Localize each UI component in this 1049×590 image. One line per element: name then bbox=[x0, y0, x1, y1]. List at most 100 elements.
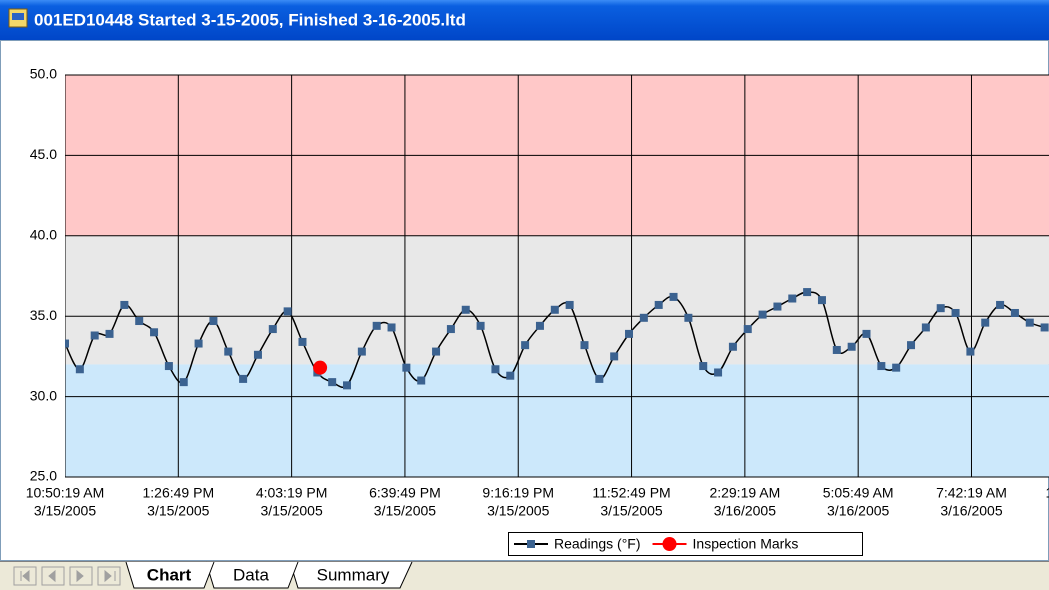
reading-marker bbox=[209, 317, 218, 326]
reading-marker bbox=[714, 368, 723, 377]
x-tick-label: 10:50:19 AM bbox=[26, 485, 105, 501]
reading-marker bbox=[610, 352, 619, 361]
x-tick-label: 6:39:49 PM bbox=[369, 485, 441, 501]
reading-marker bbox=[951, 308, 960, 317]
nav-arrows bbox=[20, 569, 116, 583]
reading-marker bbox=[105, 329, 114, 338]
reading-marker bbox=[699, 362, 708, 371]
reading-marker bbox=[1040, 323, 1049, 332]
x-tick-label: 3/16/2005 bbox=[714, 503, 776, 519]
reading-marker bbox=[803, 288, 812, 297]
reading-marker bbox=[921, 323, 930, 332]
reading-marker bbox=[224, 347, 233, 356]
reading-marker bbox=[75, 365, 84, 374]
reading-marker bbox=[817, 296, 826, 305]
threshold-band bbox=[65, 235, 1049, 365]
reading-marker bbox=[283, 307, 292, 316]
tab-label: Chart bbox=[147, 565, 192, 584]
reading-marker bbox=[179, 378, 188, 387]
reading-marker bbox=[387, 323, 396, 332]
reading-marker bbox=[164, 362, 173, 371]
reading-marker bbox=[239, 374, 248, 383]
tab-nav bbox=[13, 566, 121, 586]
x-tick-label: 3/15/2005 bbox=[487, 503, 549, 519]
tab-label: Summary bbox=[317, 565, 390, 584]
reading-marker bbox=[654, 300, 663, 309]
legend-label: Inspection Marks bbox=[693, 536, 799, 552]
reading-marker bbox=[343, 381, 352, 390]
tab-data[interactable] bbox=[205, 561, 299, 589]
reading-marker bbox=[684, 313, 693, 322]
reading-marker bbox=[461, 305, 470, 314]
reading-marker bbox=[580, 341, 589, 350]
reading-marker bbox=[150, 328, 159, 337]
reading-marker bbox=[743, 325, 752, 334]
reading-marker bbox=[862, 329, 871, 338]
reading-marker bbox=[298, 337, 307, 346]
reading-marker bbox=[847, 342, 856, 351]
reading-marker bbox=[446, 325, 455, 334]
reading-marker bbox=[595, 374, 604, 383]
title-bar bbox=[0, 0, 1049, 40]
reading-marker bbox=[892, 363, 901, 372]
legend: Readings (°F) Inspection Marks bbox=[508, 532, 863, 556]
x-tick-label: 3/15/2005 bbox=[34, 503, 96, 519]
reading-marker bbox=[90, 331, 99, 340]
reading-marker bbox=[506, 371, 515, 380]
reading-marker bbox=[1025, 318, 1034, 327]
legend-swatch bbox=[527, 540, 535, 548]
reading-marker bbox=[1010, 308, 1019, 317]
x-tick-label: 3/15/2005 bbox=[374, 503, 436, 519]
reading-marker bbox=[521, 341, 530, 350]
y-tick-label: 40.0 bbox=[30, 227, 57, 243]
tab-label: Data bbox=[233, 565, 269, 584]
reading-marker bbox=[625, 329, 634, 338]
x-tick-label: 3/16/2005 bbox=[827, 503, 889, 519]
reading-marker bbox=[328, 378, 337, 387]
reading-marker bbox=[639, 313, 648, 322]
y-tick-label: 30.0 bbox=[30, 387, 57, 403]
reading-marker bbox=[966, 347, 975, 356]
reading-marker bbox=[550, 305, 559, 314]
reading-marker bbox=[135, 317, 144, 326]
y-tick-label: 35.0 bbox=[30, 307, 57, 323]
x-tick-label: 3/15/2005 bbox=[260, 503, 322, 519]
x-tick-label: 3/16/2005 bbox=[940, 503, 1002, 519]
x-tick-label: 7:42:19 AM bbox=[936, 485, 1007, 501]
reading-marker bbox=[535, 321, 544, 330]
x-tick-label: 3/15/2005 bbox=[147, 503, 209, 519]
reading-marker bbox=[773, 302, 782, 311]
reading-marker bbox=[877, 362, 886, 371]
reading-marker bbox=[907, 341, 916, 350]
reading-marker bbox=[491, 365, 500, 374]
y-tick-label: 45.0 bbox=[30, 146, 57, 162]
reading-marker bbox=[372, 321, 381, 330]
reading-marker bbox=[981, 318, 990, 327]
legend-label: Readings (°F) bbox=[554, 536, 641, 552]
reading-marker bbox=[936, 304, 945, 313]
reading-marker bbox=[476, 321, 485, 330]
reading-marker bbox=[788, 294, 797, 303]
y-tick-label: 50.0 bbox=[30, 66, 57, 82]
tab-chart[interactable] bbox=[125, 561, 215, 589]
x-tick-label: 1:26:49 PM bbox=[143, 485, 215, 501]
reading-marker bbox=[402, 363, 411, 372]
x-tick-label: 5:05:49 AM bbox=[823, 485, 894, 501]
threshold-band bbox=[65, 364, 1049, 477]
x-tick-label: 2:29:19 AM bbox=[709, 485, 780, 501]
tab-summary[interactable] bbox=[289, 561, 413, 589]
reading-marker bbox=[357, 347, 366, 356]
app-icon-screen bbox=[12, 13, 24, 20]
y-tick-label: 25.0 bbox=[30, 468, 57, 484]
reading-marker bbox=[268, 325, 277, 334]
x-tick-label: 9:16:19 PM bbox=[482, 485, 554, 501]
reading-marker bbox=[758, 310, 767, 319]
x-tick-label: 11:52:49 PM bbox=[592, 485, 670, 501]
x-tick-label: 10:18:49 AM bbox=[1045, 485, 1049, 501]
x-tick-label: 3/15/2005 bbox=[600, 503, 662, 519]
reading-marker bbox=[669, 292, 678, 301]
reading-marker bbox=[417, 376, 426, 385]
reading-marker bbox=[996, 300, 1005, 309]
legend-swatch bbox=[662, 537, 677, 551]
